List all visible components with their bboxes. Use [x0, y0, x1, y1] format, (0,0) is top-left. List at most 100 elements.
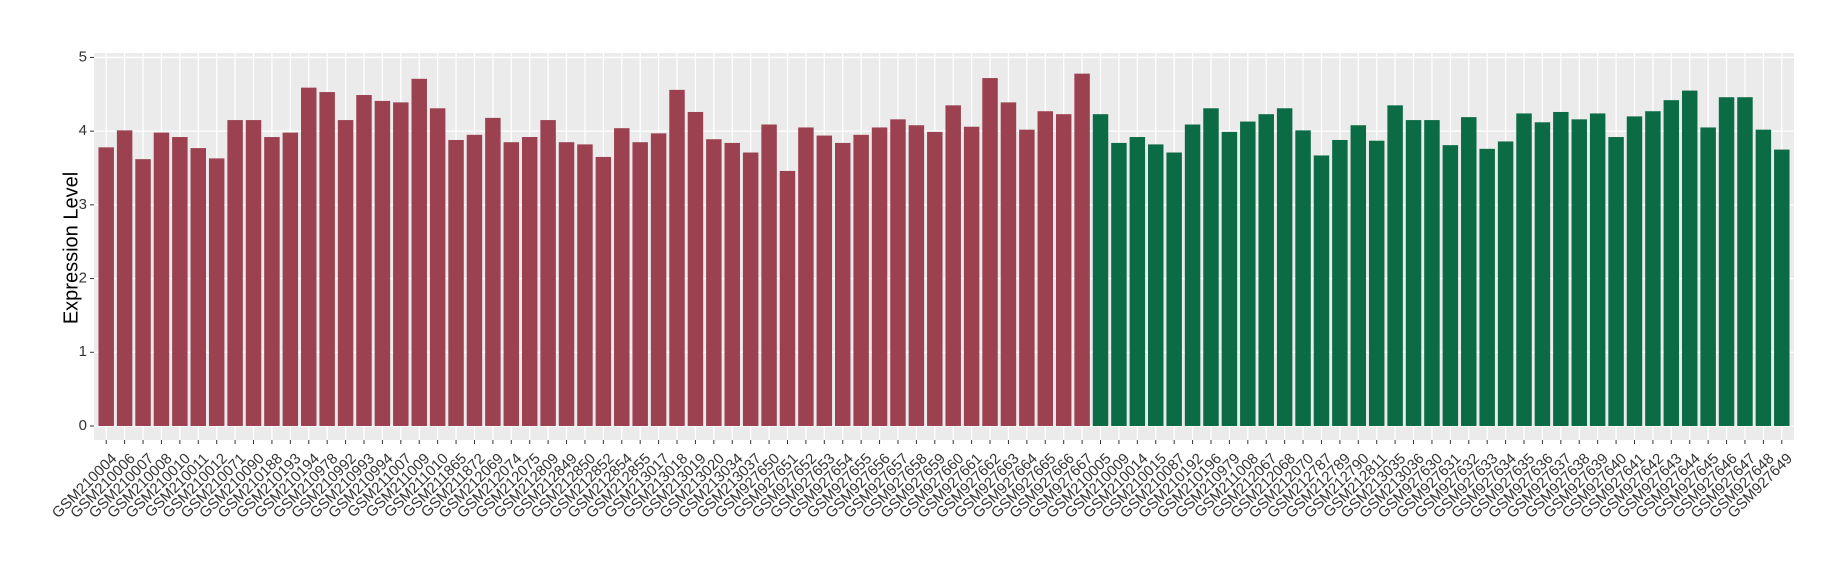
- y-tick-label: 0: [79, 417, 87, 434]
- bar: [853, 134, 869, 426]
- bar: [834, 142, 851, 426]
- bar: [1571, 119, 1587, 426]
- bar: [1276, 108, 1293, 426]
- bar: [724, 142, 740, 426]
- bar: [190, 148, 207, 426]
- bar: [1681, 90, 1698, 426]
- bar: [706, 139, 722, 426]
- bar: [1148, 144, 1164, 426]
- bar: [1387, 105, 1403, 426]
- bar: [503, 142, 520, 426]
- bar: [411, 78, 427, 426]
- bar: [558, 142, 575, 426]
- bar: [1350, 125, 1367, 426]
- bar: [1626, 116, 1643, 426]
- bar: [1221, 131, 1238, 426]
- bar: [1166, 152, 1182, 426]
- bar: [153, 132, 170, 426]
- bar: [1055, 114, 1072, 426]
- bar: [1240, 121, 1256, 426]
- bar: [208, 158, 225, 426]
- bar: [1461, 117, 1477, 426]
- bar: [356, 95, 372, 426]
- bar: [687, 111, 704, 426]
- bar: [890, 119, 906, 426]
- bar: [908, 125, 925, 426]
- bar: [1405, 120, 1422, 426]
- bar: [1479, 148, 1495, 426]
- bar: [1424, 120, 1440, 426]
- bar: [871, 127, 888, 426]
- bar: [337, 120, 354, 426]
- bar: [1332, 139, 1348, 426]
- bar: [577, 144, 593, 426]
- bar: [1313, 155, 1330, 426]
- bar: [1037, 111, 1054, 426]
- bar: [798, 127, 814, 426]
- y-axis-label: Expression Level: [60, 172, 82, 324]
- y-tick-label: 4: [79, 122, 87, 139]
- bar: [1553, 111, 1569, 426]
- bar: [1442, 145, 1459, 426]
- bar: [448, 139, 464, 426]
- bar: [227, 120, 243, 426]
- bar: [1000, 102, 1017, 426]
- bar: [927, 131, 943, 426]
- bar: [816, 135, 833, 426]
- bar: [135, 159, 151, 426]
- bar: [98, 147, 114, 426]
- bar: [595, 156, 612, 426]
- bar: [1074, 73, 1090, 426]
- bar: [1129, 137, 1146, 426]
- bar: [1019, 129, 1035, 426]
- y-tick-label: 1: [79, 343, 87, 360]
- bar: [779, 170, 796, 426]
- bar: [282, 132, 299, 426]
- bar: [319, 92, 335, 426]
- bar: [485, 117, 501, 426]
- bar: [1295, 130, 1311, 426]
- bar: [1516, 113, 1532, 426]
- bar: [172, 137, 188, 426]
- bar: [632, 142, 648, 426]
- bar: [1203, 108, 1219, 426]
- bar: [1184, 124, 1201, 426]
- bar: [1645, 111, 1661, 426]
- bar: [466, 134, 483, 426]
- bar: [614, 128, 630, 426]
- bar: [963, 126, 980, 426]
- bar: [374, 100, 391, 426]
- bar: [1737, 97, 1753, 426]
- bar: [301, 87, 317, 426]
- bar: [540, 120, 556, 426]
- bar: [982, 78, 998, 426]
- bar: [761, 124, 777, 426]
- bar: [1700, 127, 1716, 426]
- bar: [1774, 149, 1790, 426]
- bar: [521, 137, 538, 426]
- bar: [1534, 122, 1551, 426]
- bar: [1258, 114, 1274, 426]
- bar: [264, 137, 280, 426]
- bar: [1497, 141, 1514, 426]
- bar: [650, 133, 667, 426]
- bar: [429, 108, 446, 426]
- bar: [1368, 140, 1385, 426]
- bar: [1755, 129, 1772, 426]
- y-tick-label: 2: [79, 270, 87, 287]
- bar: [1111, 142, 1127, 426]
- bar: [116, 130, 133, 426]
- bar: [1092, 114, 1109, 426]
- bar: [669, 89, 685, 426]
- bar: [742, 152, 759, 426]
- bar: [1589, 113, 1606, 426]
- bar: [1718, 97, 1735, 426]
- y-tick-label: 5: [79, 48, 87, 65]
- bar: [245, 120, 262, 426]
- y-tick-label: 3: [79, 196, 87, 213]
- bar: [1608, 137, 1624, 426]
- bar: [945, 105, 961, 426]
- bar: [1663, 100, 1680, 426]
- bar: [393, 102, 409, 426]
